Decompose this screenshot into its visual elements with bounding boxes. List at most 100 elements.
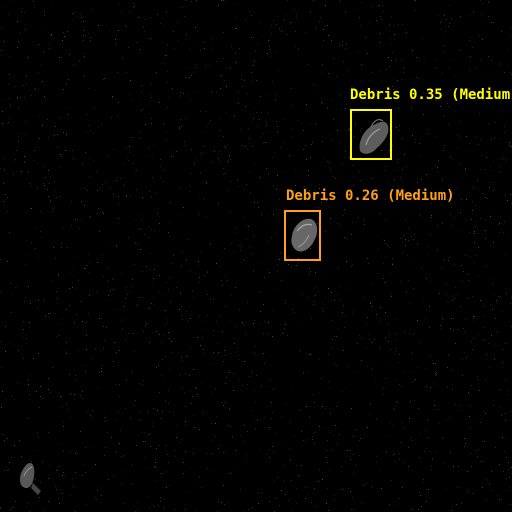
- star-pixel: [505, 343, 506, 344]
- star-pixel: [57, 469, 58, 470]
- star-pixel: [257, 419, 258, 420]
- star-pixel: [60, 154, 61, 155]
- star-pixel: [452, 389, 453, 390]
- star-pixel: [412, 440, 413, 441]
- star-pixel: [290, 460, 291, 461]
- star-pixel: [393, 89, 394, 90]
- star-pixel: [23, 337, 24, 338]
- star-pixel: [265, 94, 266, 95]
- star-pixel: [292, 136, 293, 137]
- star-pixel: [307, 493, 308, 494]
- star-pixel: [299, 199, 300, 200]
- star-pixel: [106, 289, 107, 290]
- star-pixel: [492, 284, 493, 285]
- star-pixel: [219, 151, 220, 152]
- star-pixel: [34, 150, 35, 151]
- star-pixel: [260, 136, 261, 137]
- star-pixel: [34, 160, 35, 161]
- star-pixel: [141, 228, 142, 229]
- star-pixel: [480, 218, 481, 219]
- star-pixel: [436, 374, 437, 375]
- star-pixel: [303, 372, 304, 373]
- star-pixel: [40, 396, 41, 397]
- star-pixel: [72, 13, 73, 14]
- star-pixel: [435, 363, 436, 364]
- star-pixel: [224, 145, 225, 146]
- detection-label-2: Debris 0.26 (Medium): [286, 188, 455, 204]
- star-pixel: [197, 394, 198, 395]
- star-pixel: [322, 479, 323, 480]
- star-pixel: [359, 171, 360, 172]
- star-pixel: [24, 301, 25, 302]
- star-pixel: [342, 41, 343, 42]
- star-pixel: [384, 378, 385, 379]
- star-pixel: [130, 137, 131, 138]
- star-pixel: [294, 312, 295, 313]
- star-pixel: [402, 386, 403, 387]
- star-pixel: [326, 450, 327, 451]
- star-pixel: [235, 326, 236, 327]
- star-pixel: [73, 486, 74, 487]
- star-pixel: [231, 295, 232, 296]
- star-pixel: [160, 501, 161, 502]
- star-pixel: [26, 254, 27, 255]
- star-pixel: [173, 255, 174, 256]
- star-pixel: [68, 79, 69, 80]
- star-pixel: [450, 5, 451, 6]
- star-pixel: [352, 313, 353, 314]
- star-pixel: [163, 335, 164, 336]
- star-pixel: [388, 57, 389, 58]
- star-pixel: [223, 361, 224, 362]
- star-pixel: [39, 138, 40, 139]
- star-pixel: [370, 303, 371, 304]
- star-pixel: [244, 189, 245, 190]
- star-pixel: [223, 168, 224, 169]
- star-pixel: [21, 171, 22, 172]
- star-pixel: [126, 195, 127, 196]
- star-pixel: [248, 509, 249, 510]
- star-pixel: [225, 147, 226, 148]
- star-pixel: [474, 233, 475, 234]
- star-pixel: [490, 165, 491, 166]
- star-pixel: [309, 190, 310, 191]
- star-pixel: [311, 318, 312, 319]
- star-pixel: [380, 213, 381, 214]
- star-pixel: [386, 451, 387, 452]
- star-pixel: [469, 37, 470, 38]
- star-pixel: [418, 367, 419, 368]
- star-pixel: [409, 333, 410, 334]
- star-pixel: [0, 507, 1, 508]
- star-pixel: [89, 261, 90, 262]
- star-pixel: [213, 352, 214, 353]
- star-pixel: [0, 259, 1, 260]
- star-pixel: [63, 32, 64, 33]
- star-pixel: [15, 287, 16, 288]
- star-pixel: [419, 434, 420, 435]
- star-pixel: [229, 372, 230, 373]
- star-pixel: [225, 173, 226, 174]
- star-pixel: [376, 90, 377, 91]
- star-pixel: [66, 353, 67, 354]
- star-pixel: [167, 107, 168, 108]
- star-pixel: [292, 309, 293, 310]
- star-pixel: [0, 508, 1, 509]
- star-pixel: [417, 320, 418, 321]
- star-pixel: [11, 283, 12, 284]
- star-pixel: [200, 50, 201, 51]
- star-pixel: [172, 263, 173, 264]
- star-pixel: [469, 40, 470, 41]
- star-pixel: [170, 485, 171, 486]
- star-pixel: [59, 503, 60, 504]
- star-pixel: [323, 311, 324, 312]
- star-pixel: [272, 81, 273, 82]
- star-pixel: [231, 243, 232, 244]
- star-pixel: [279, 505, 280, 506]
- star-pixel: [151, 97, 152, 98]
- star-pixel: [415, 139, 416, 140]
- star-pixel: [273, 214, 274, 215]
- star-pixel: [452, 384, 453, 385]
- star-pixel: [277, 131, 278, 132]
- star-pixel: [39, 497, 40, 498]
- star-pixel: [57, 298, 58, 299]
- star-pixel: [346, 43, 347, 44]
